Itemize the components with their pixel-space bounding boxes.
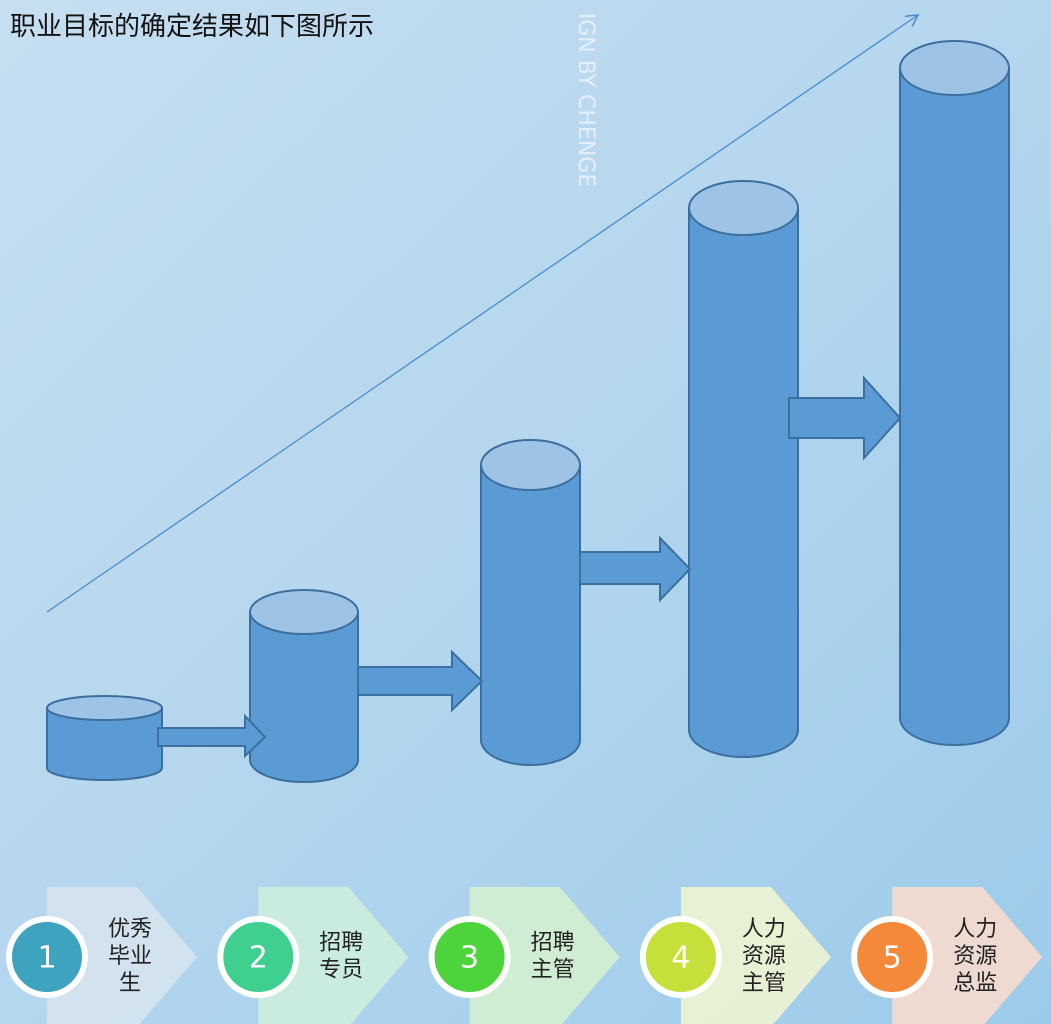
cylinder-body (481, 465, 580, 765)
step-number: 2 (249, 941, 268, 976)
cylinder-top (47, 696, 162, 720)
step-label: 资源 (953, 944, 997, 969)
cylinder-top (689, 181, 798, 235)
step-number: 4 (671, 941, 690, 976)
cylinder-top (250, 590, 358, 634)
step-label: 主管 (531, 958, 575, 983)
step-label: 资源 (742, 944, 786, 969)
page: IGN BY CHENGE 职业目标的确定结果如下图所示 1优秀毕业生2招聘专员… (0, 0, 1051, 1024)
step-label: 毕业 (108, 944, 152, 969)
step-label: 总监 (953, 971, 997, 996)
cylinder-top (900, 41, 1009, 95)
step-label: 优秀 (108, 917, 152, 942)
step-label: 专员 (319, 958, 363, 983)
title: 职业目标的确定结果如下图所示 (10, 12, 374, 42)
step-number: 3 (460, 941, 479, 976)
step-number: 1 (37, 941, 56, 976)
step-label: 人力 (953, 917, 997, 942)
watermark: IGN BY CHENGE (573, 13, 598, 188)
step-label: 招聘 (531, 931, 575, 956)
cylinder-body (689, 208, 798, 757)
step-label: 生 (119, 971, 141, 996)
step-label: 招聘 (319, 931, 363, 956)
step-number: 5 (883, 941, 902, 976)
step-label: 主管 (742, 971, 786, 996)
cylinder-top (481, 440, 580, 490)
step-label: 人力 (742, 917, 786, 942)
slide: IGN BY CHENGE 职业目标的确定结果如下图所示 1优秀毕业生2招聘专员… (0, 0, 1051, 1024)
cylinder-body (900, 68, 1009, 745)
cylinder-body (250, 612, 358, 782)
